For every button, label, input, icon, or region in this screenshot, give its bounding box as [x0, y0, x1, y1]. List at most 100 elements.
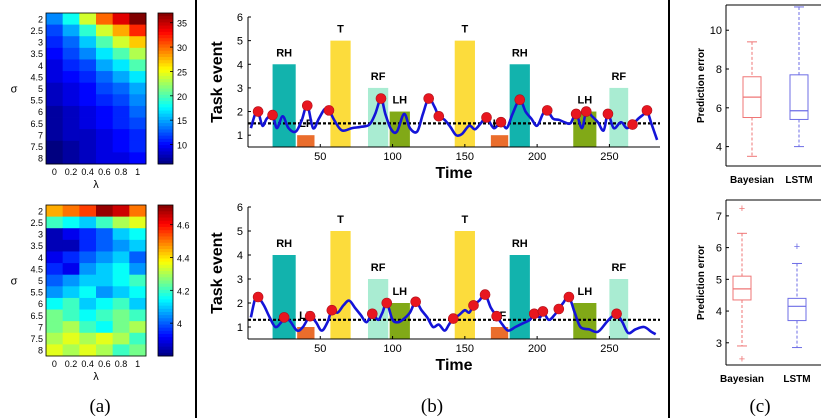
colorbar-segment	[158, 214, 173, 218]
x-tick-label: 250	[600, 343, 618, 355]
y-tick-label: 4	[38, 253, 43, 263]
heatmap-cell	[79, 140, 97, 153]
y-tick-label: 5	[716, 274, 722, 286]
heatmap-cell	[129, 105, 147, 118]
y-tick-label: 4	[237, 59, 243, 71]
heatmap-cell	[112, 228, 130, 241]
events-bottom-panel: RHLFTRFLHTLFRHLHRF12345650100150200250Ti…	[209, 202, 660, 374]
colorbar-segment	[158, 271, 173, 275]
event-bar	[509, 64, 530, 147]
y-tick-label: 1	[237, 130, 243, 142]
y-tick-label: 5.5	[30, 96, 43, 106]
colorbar-segment	[158, 315, 173, 319]
heatmap-cell	[79, 286, 97, 299]
colorbar-segment	[158, 211, 173, 215]
colorbar-segment	[158, 69, 173, 74]
y-tick-label: 6	[237, 202, 243, 214]
event-label: RH	[276, 47, 292, 59]
heatmap-cell	[79, 309, 97, 322]
heatmap-cell	[46, 309, 64, 322]
y-tick-label: 2.5	[30, 218, 43, 228]
heatmap-cell	[62, 297, 80, 310]
colorbar-segment	[158, 50, 173, 55]
heatmap-cell	[79, 47, 97, 60]
colorbar-segment	[158, 308, 173, 313]
event-marker	[537, 306, 549, 317]
colorbar-segment	[158, 116, 173, 121]
heatmap-cell	[96, 216, 114, 229]
heatmap-cell	[129, 239, 147, 252]
colorbar-segment	[158, 217, 173, 222]
colorbar-segment	[158, 38, 173, 42]
colorbar-segment	[158, 324, 173, 329]
heatmap-cell	[62, 71, 80, 84]
event-label: RH	[512, 47, 528, 59]
event-marker	[611, 308, 622, 320]
heatmap-cell	[96, 344, 114, 357]
event-marker	[495, 116, 507, 128]
colorbar-segment	[158, 245, 173, 250]
colorbar-segment	[158, 255, 173, 259]
colorbar-tick-label: 35	[177, 19, 187, 29]
heatmap-cell	[46, 263, 64, 276]
colorbar-frame	[157, 204, 174, 357]
colorbar-segment	[158, 220, 173, 225]
event-marker	[514, 94, 526, 106]
heatmap-cell	[96, 321, 114, 334]
heatmap-cell	[112, 82, 130, 95]
colorbar-segment	[158, 113, 173, 118]
event-label: LH	[577, 95, 592, 107]
x-tick-label: 200	[528, 151, 546, 163]
heatmap-cell	[96, 286, 114, 299]
heatmap-cell	[129, 24, 147, 37]
heatmap-frame	[45, 12, 147, 165]
colorbar-segment	[158, 277, 173, 281]
colorbar-segment	[158, 154, 173, 159]
colorbar-tick-label: 4.6	[177, 221, 190, 231]
heatmap-cell	[96, 47, 114, 60]
heatmap-cell	[46, 286, 64, 299]
x-axis-label: λ	[93, 371, 99, 383]
heatmap-cell	[79, 344, 97, 357]
colorbar-segment	[158, 318, 173, 322]
heatmap-cell	[46, 205, 64, 218]
x-tick-label: 50	[314, 151, 326, 163]
event-label: RF	[371, 262, 386, 274]
colorbar-segment	[158, 227, 173, 231]
heatmap-cell	[46, 71, 64, 84]
heatmap-cell	[46, 239, 64, 252]
heatmap-cell	[62, 152, 80, 165]
heatmap-cell	[46, 47, 64, 60]
box-iqr	[787, 297, 807, 322]
heatmap-cell	[129, 263, 147, 276]
heatmap-cell	[96, 105, 114, 118]
colorbar-segment	[158, 104, 173, 108]
heatmap-cell	[79, 105, 97, 118]
signal-line	[249, 293, 657, 336]
colorbar-segment	[158, 346, 173, 351]
heatmap-cell	[46, 140, 64, 153]
y-tick-label: 4.5	[30, 72, 43, 82]
heatmap-cell	[46, 216, 64, 229]
heatmap-cell	[129, 297, 147, 310]
y-tick-label: 7	[38, 322, 43, 332]
event-bar	[454, 231, 475, 339]
colorbar-segment	[158, 107, 173, 111]
colorbar-segment	[158, 101, 173, 105]
event-label: RF	[371, 71, 386, 83]
colorbar-segment	[158, 236, 173, 241]
y-tick-label: 4.5	[30, 264, 43, 274]
heatmap-cell	[46, 344, 64, 357]
heatmap-cell	[129, 94, 147, 107]
heatmap-cell	[129, 286, 147, 299]
event-marker	[326, 304, 338, 316]
y-axis-label: σ	[11, 84, 18, 96]
caption-c: (c)	[749, 396, 770, 417]
event-marker	[410, 296, 421, 308]
heatmap-cell	[46, 152, 64, 165]
heatmap-cell	[129, 129, 147, 142]
heatmap-cell	[129, 152, 147, 165]
event-marker	[479, 289, 491, 300]
colorbar-tick-label: 4.2	[177, 286, 190, 296]
